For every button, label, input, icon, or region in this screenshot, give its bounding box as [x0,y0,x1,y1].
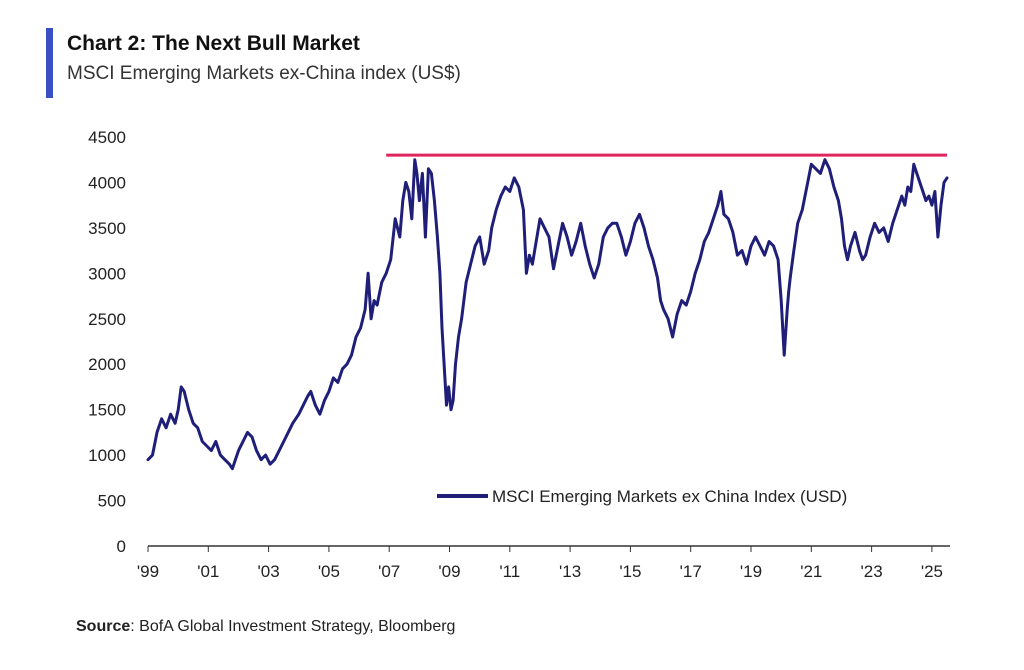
source-text: : BofA Global Investment Strategy, Bloom… [130,618,456,635]
x-tick-label: '09 [438,562,460,581]
y-axis: 0 500 1000 1500 2000 2500 3000 3500 4000 4500 [88,128,126,556]
y-tick-label: 2500 [88,310,126,329]
legend-label: MSCI Emerging Markets ex China Index (US… [492,487,847,506]
y-tick-label: 0 [117,537,126,556]
x-tick-label: '05 [318,562,340,581]
source-label: Source [76,618,131,635]
x-tick-label: '23 [861,562,883,581]
series-line [146,158,949,471]
y-tick-label: 3500 [88,219,126,238]
x-tick-label: '03 [258,562,280,581]
y-tick-label: 2000 [88,355,126,374]
x-tick-label: '07 [378,562,400,581]
x-tick-label: '25 [921,562,943,581]
x-tick-label: '13 [559,562,581,581]
y-tick-label: 1000 [88,446,126,465]
series-group [146,158,949,471]
x-tick-label: '01 [197,562,219,581]
x-tick-label: '19 [740,562,762,581]
x-axis: '99 '01 '03 '05 '07 '09 '11 '13 '15 '17 '19 '21 '23 '… [137,545,950,581]
x-tick-label: '99 [137,562,159,581]
y-tick-label: 1500 [88,401,126,420]
y-tick-label: 4500 [88,128,126,147]
title-accent-bar [46,28,53,98]
y-tick-label: 4000 [88,173,126,192]
x-tick-label: '21 [800,562,822,581]
legend: MSCI Emerging Markets ex China Index (US… [437,487,847,506]
x-tick-label: '15 [619,562,641,581]
chart-title: Chart 2: The Next Bull Market [67,32,360,55]
x-tick-label: '17 [680,562,702,581]
source-note: Source: BofA Global Investment Strategy,… [76,618,455,636]
x-tick-label: '11 [499,562,520,581]
chart: 0 500 1000 1500 2000 2500 3000 3500 4000 4500 '99… [88,128,950,581]
y-tick-label: 500 [98,492,126,511]
chart-subtitle: MSCI Emerging Markets ex-China index (US… [67,63,461,84]
y-tick-label: 3000 [88,264,126,283]
